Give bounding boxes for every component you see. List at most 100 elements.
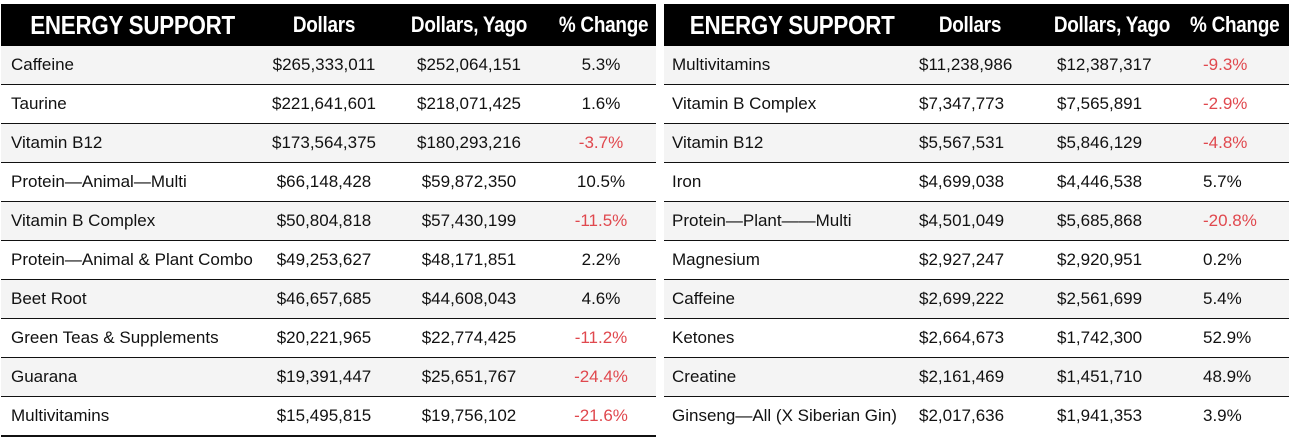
ingredient-name-cell: Protein—Animal & Plant Combo [1,240,256,280]
table-body: Caffeine $265,333,011 $252,064,151 5.3% Taur… [1,46,656,436]
dollars-header: Dollars [938,12,1002,37]
dollars-cell: $265,333,011 [256,46,392,85]
percent-change-cell: 4.6% [546,279,656,319]
dollars-cell: $46,657,685 [256,279,392,319]
ingredient-name-cell: Protein—Plant——Multi [664,201,901,241]
dollars-cell: $2,664,673 [901,318,1039,358]
dollars-yago-cell: $218,071,425 [392,84,546,124]
percent-change-cell: 0.2% [1177,240,1289,280]
dollars-yago-cell: $22,774,425 [392,318,546,358]
dollars-yago-cell: $12,387,317 [1039,46,1177,85]
dollars-yago-cell: $2,920,951 [1039,240,1177,280]
percent-change-cell: -2.9% [1177,84,1289,124]
table-row: Multivitamins $15,495,815 $19,756,102 -21.6… [1,396,656,436]
ingredient-name-cell: Beet Root [1,279,256,319]
table-row: Caffeine $2,699,222 $2,561,699 5.4% [664,279,1289,319]
dollars-header: Dollars [292,12,356,37]
percent-change-cell: 5.4% [1177,279,1289,319]
ingredient-name-cell: Taurine [1,84,256,124]
ingredient-name-cell: Vitamin B Complex [1,201,256,241]
dollars-cell: $15,495,815 [276,406,372,425]
table-row: Taurine $221,641,601 $218,071,425 1.6% [1,84,656,124]
table-row: Beet Root $46,657,685 $44,608,043 4.6% [1,279,656,319]
ingredient-name-cell: Ketones [664,318,901,358]
percent-change-header: % Change [558,12,649,37]
table-row: Protein—Animal & Plant Combo $49,253,627 $… [1,240,656,280]
dollars-yago-cell: $19,756,102 [421,406,517,425]
table-row: Creatine $2,161,469 $1,451,710 48.9% [664,357,1289,397]
dollars-yago-header: Dollars, Yago [1053,12,1171,37]
dollars-yago-cell: $180,293,216 [392,123,546,163]
dollars-yago-cell: $1,742,300 [1039,318,1177,358]
dollars-cell: $221,641,601 [256,84,392,124]
dollars-cell: $20,221,965 [256,318,392,358]
percent-change-cell: 3.9% [1203,406,1242,425]
dollars-yago-cell: $7,565,891 [1039,84,1177,124]
table-row: Protein—Animal—Multi $66,148,428 $59,872,3… [1,162,656,202]
table-row: Ginseng—All (X Siberian Gin) $2,017,636 $1… [664,396,1289,435]
dollars-yago-cell: $252,064,151 [392,46,546,85]
percent-change-cell: 2.2% [546,240,656,280]
ingredient-name-cell: Multivitamins [664,46,901,85]
ingredient-name-cell: Vitamin B12 [1,123,256,163]
energy-support-table-left: ENERGY SUPPORT Dollars Dollars, Yago % C… [1,4,656,437]
ingredient-name-cell: Vitamin B Complex [664,84,901,124]
table-row: Vitamin B Complex $50,804,818 $57,430,199-… [1,201,656,241]
percent-change-cell: 48.9% [1177,357,1289,397]
ingredient-name-cell: Ginseng—All (X Siberian Gin) [672,406,897,425]
ingredient-name-cell: Magnesium [664,240,901,280]
percent-change-cell: 1.6% [546,84,656,124]
percent-change-cell: -4.8% [1177,123,1289,163]
dollars-yago-cell: $44,608,043 [392,279,546,319]
dollars-yago-cell: $59,872,350 [392,162,546,202]
table-header-row: ENERGY SUPPORT Dollars Dollars, Yago % C… [1,4,656,46]
dollars-cell: $7,347,773 [901,84,1039,124]
percent-change-cell: -3.7% [546,123,656,163]
dollars-yago-cell: $5,685,868 [1039,201,1177,241]
table-row: Green Teas & Supplements $20,221,965 $22,7… [1,318,656,358]
ingredient-name-cell: Caffeine [1,46,256,85]
ingredient-name-cell: Protein—Animal—Multi [1,162,256,202]
table-body: Multivitamins $11,238,986 $12,387,317 -9.3%… [664,46,1289,435]
dollars-yago-cell: $1,451,710 [1039,357,1177,397]
table-header-row: ENERGY SUPPORT Dollars Dollars, Yago % C… [664,4,1289,46]
table-row: Iron $4,699,038 $4,446,538 5.7% [664,162,1289,202]
dollars-yago-cell: $48,171,851 [392,240,546,280]
category-header: ENERGY SUPPORT [689,9,895,40]
dollars-cell: $173,564,375 [256,123,392,163]
percent-change-cell: -20.8% [1177,201,1289,241]
ingredient-name-cell: Creatine [664,357,901,397]
dollars-cell: $11,238,986 [901,46,1039,85]
table-row: Vitamin B12 $173,564,375 $180,293,216 -3.7% [1,123,656,163]
dollars-cell: $5,567,531 [901,123,1039,163]
table-row: Protein—Plant——Multi $4,501,049 $5,685,868… [664,201,1289,241]
dollars-cell: $2,927,247 [901,240,1039,280]
percent-change-cell: -9.3% [1177,46,1289,85]
percent-change-cell: 5.3% [546,46,656,85]
table-row: Vitamin B12 $5,567,531 $5,846,129 -4.8% [664,123,1289,163]
dollars-cell: $50,804,818 [256,201,392,241]
dollars-cell: $49,253,627 [256,240,392,280]
percent-change-cell: -11.2% [546,318,656,358]
dollars-yago-cell: $1,941,353 [1057,406,1143,425]
dollars-cell: $19,391,447 [256,357,392,397]
ingredient-name-cell: Guarana [1,357,256,397]
table-row: Vitamin B Complex $7,347,773 $7,565,891 -2.… [664,84,1289,124]
percent-change-cell: -24.4% [546,357,656,397]
percent-change-cell: 5.7% [1177,162,1289,202]
percent-change-cell: -11.5% [546,201,656,241]
ingredient-name-cell: Vitamin B12 [664,123,901,163]
percent-change-header: % Change [1190,12,1280,37]
category-header: ENERGY SUPPORT [30,9,235,40]
dollars-yago-header: Dollars, Yago [410,12,528,37]
table-row: Multivitamins $11,238,986 $12,387,317 -9.3% [664,46,1289,85]
table-row: Guarana $19,391,447 $25,651,767 -24.4% [1,357,656,397]
ingredient-name-cell: Iron [664,162,901,202]
dollars-yago-cell: $25,651,767 [392,357,546,397]
dollars-yago-cell: $5,846,129 [1039,123,1177,163]
table-row: Caffeine $265,333,011 $252,064,151 5.3% [1,46,656,85]
dollars-yago-cell: $2,561,699 [1039,279,1177,319]
table-row: Magnesium $2,927,247 $2,920,951 0.2% [664,240,1289,280]
dollars-cell: $4,699,038 [901,162,1039,202]
dollars-yago-cell: $57,430,199 [392,201,546,241]
